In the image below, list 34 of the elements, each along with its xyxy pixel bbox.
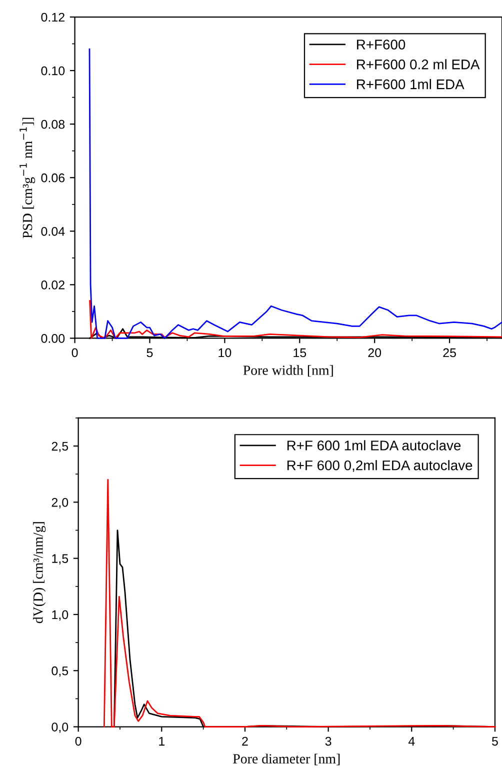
x-tick-label: 10	[218, 348, 232, 358]
x-tick-label: 0	[72, 348, 78, 358]
y-tick-label: 0.10	[41, 66, 65, 76]
y-tick-label: 1,5	[52, 554, 68, 564]
x-tick-label: 25	[443, 348, 456, 358]
x-tick-label: 3	[325, 736, 332, 746]
y-tick-label: 0.02	[41, 280, 64, 290]
legend-label: R+F600	[357, 40, 406, 50]
y-tick-label: 0,0	[52, 722, 68, 733]
y-axis-title: PSD [cm³g$^{−1}$ nm$^{−1}$]]	[20, 118, 36, 238]
x-tick-label: 0	[75, 736, 82, 746]
x-tick-label: 20	[368, 348, 382, 358]
y-tick-label: 2,5	[52, 442, 68, 452]
y-tick-label: 0.12	[41, 12, 64, 22]
x-tick-label: 5	[146, 348, 153, 358]
legend-label: R+F600 0.2 ml EDA	[357, 59, 480, 70]
x-tick-label: 1	[159, 736, 165, 746]
legend-label: R+F600 1ml EDA	[357, 79, 464, 90]
y-tick-label: 1,0	[52, 610, 68, 621]
legend-label: R+F 600 0,2ml EDA autoclave	[287, 460, 472, 472]
x-tick-label: 15	[294, 348, 306, 358]
x-tick-label: 5	[492, 736, 498, 746]
y-axis-title: dV(D) [cm³/nm/g]	[33, 522, 46, 624]
y-tick-label: 0.06	[41, 173, 65, 182]
x-tick-label: 2	[242, 736, 248, 746]
x-tick-label: 4	[408, 736, 415, 746]
legend-label: R+F 600 1ml EDA autoclave	[287, 440, 461, 450]
x-axis-title: Pore width [nm]	[243, 365, 333, 377]
y-tick-label: 0.00	[41, 334, 65, 343]
y-tick-label: 0,5	[52, 666, 68, 677]
y-tick-label: 0.04	[41, 226, 65, 236]
x-axis-title: Pore diameter [nm]	[233, 754, 340, 766]
y-tick-label: 2,0	[52, 498, 68, 508]
y-tick-label: 0.08	[41, 120, 65, 129]
